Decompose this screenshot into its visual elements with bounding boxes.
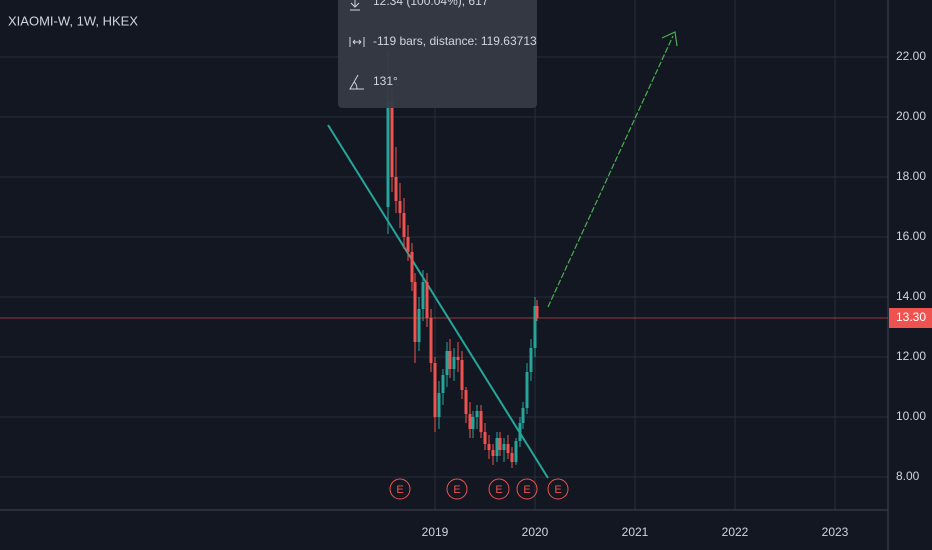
candle-body [398,201,402,213]
tooltip-box [338,0,537,108]
candle-body [529,348,533,372]
earnings-label: E [554,484,561,496]
candle-body [495,438,499,456]
tooltip-line: -119 bars, distance: 119.63713 [373,34,537,48]
candle-body [535,306,539,318]
candle-body [413,282,417,342]
measure-tooltip: 12.34 (100.04%), 617 -119 bars, distance… [338,0,537,108]
candle-body [464,390,468,414]
y-tick-label: 18.00 [896,169,926,183]
candle-body [521,408,525,423]
projection-arrow [547,35,674,308]
candle-body [510,453,514,462]
candle-body [518,423,522,441]
candle-body [471,417,475,429]
x-tick-label: 2022 [722,525,749,539]
x-tick-label: 2020 [522,525,549,539]
candle-body [448,351,452,369]
candle-body [402,213,406,237]
earnings-marker [516,478,538,500]
earnings-label: E [453,484,460,496]
earnings-marker [488,478,510,500]
candle-body [410,252,414,282]
arrow-head [661,31,678,47]
candle-body [425,282,429,318]
tooltip-icon [350,0,360,11]
candle-body [525,372,529,408]
candle-body [502,444,506,450]
candle-body [445,351,449,375]
earnings-marker [446,478,468,500]
candle-body [533,306,537,348]
tooltip-icon [349,74,364,90]
candle-body [475,411,479,417]
candle-body [437,393,441,417]
candle-body [394,177,398,201]
y-tick-label: 20.00 [896,109,926,123]
chart-title: XIAOMI-W, 1W, HKEX [8,13,138,28]
earnings-label: E [523,484,530,496]
x-tick-label: 2023 [822,525,849,539]
last-price-badge [889,308,932,328]
candle-body [421,282,425,309]
candle-body [386,102,390,207]
y-tick-label: 8.00 [896,469,920,483]
earnings-label: E [495,484,502,496]
x-tick-label: 2019 [422,525,449,539]
candle-body [487,444,491,450]
candle-body [514,441,518,462]
candle-body [506,444,510,453]
y-tick-label: 16.00 [896,229,926,243]
candle-body [417,309,421,342]
candle-body [429,318,433,363]
candle-body [441,375,445,393]
candle-body [452,357,456,369]
candle-body [483,432,487,444]
y-tick-label: 14.00 [896,289,926,303]
candle-body [390,102,394,177]
tooltip-line: 131° [373,74,398,88]
candle-body [460,360,464,390]
x-tick-label: 2021 [622,525,649,539]
candle-body [433,363,437,417]
candle-body [468,414,472,429]
y-tick-label: 12.00 [896,349,926,363]
earnings-marker [389,478,411,500]
y-tick-label: 22.00 [896,49,926,63]
earnings-marker [547,478,569,500]
candle-body [406,237,410,252]
last-price-label: 13.30 [896,310,926,324]
candle-body [456,357,460,360]
trend-line [327,124,549,479]
earnings-label: E [396,484,403,496]
candle-body [479,411,483,432]
tooltip-line: 12.34 (100.04%), 617 [373,0,489,8]
candle-body [491,450,495,456]
y-tick-label: 10.00 [896,409,926,423]
candle-body [498,438,502,450]
tooltip-icon [349,37,365,47]
